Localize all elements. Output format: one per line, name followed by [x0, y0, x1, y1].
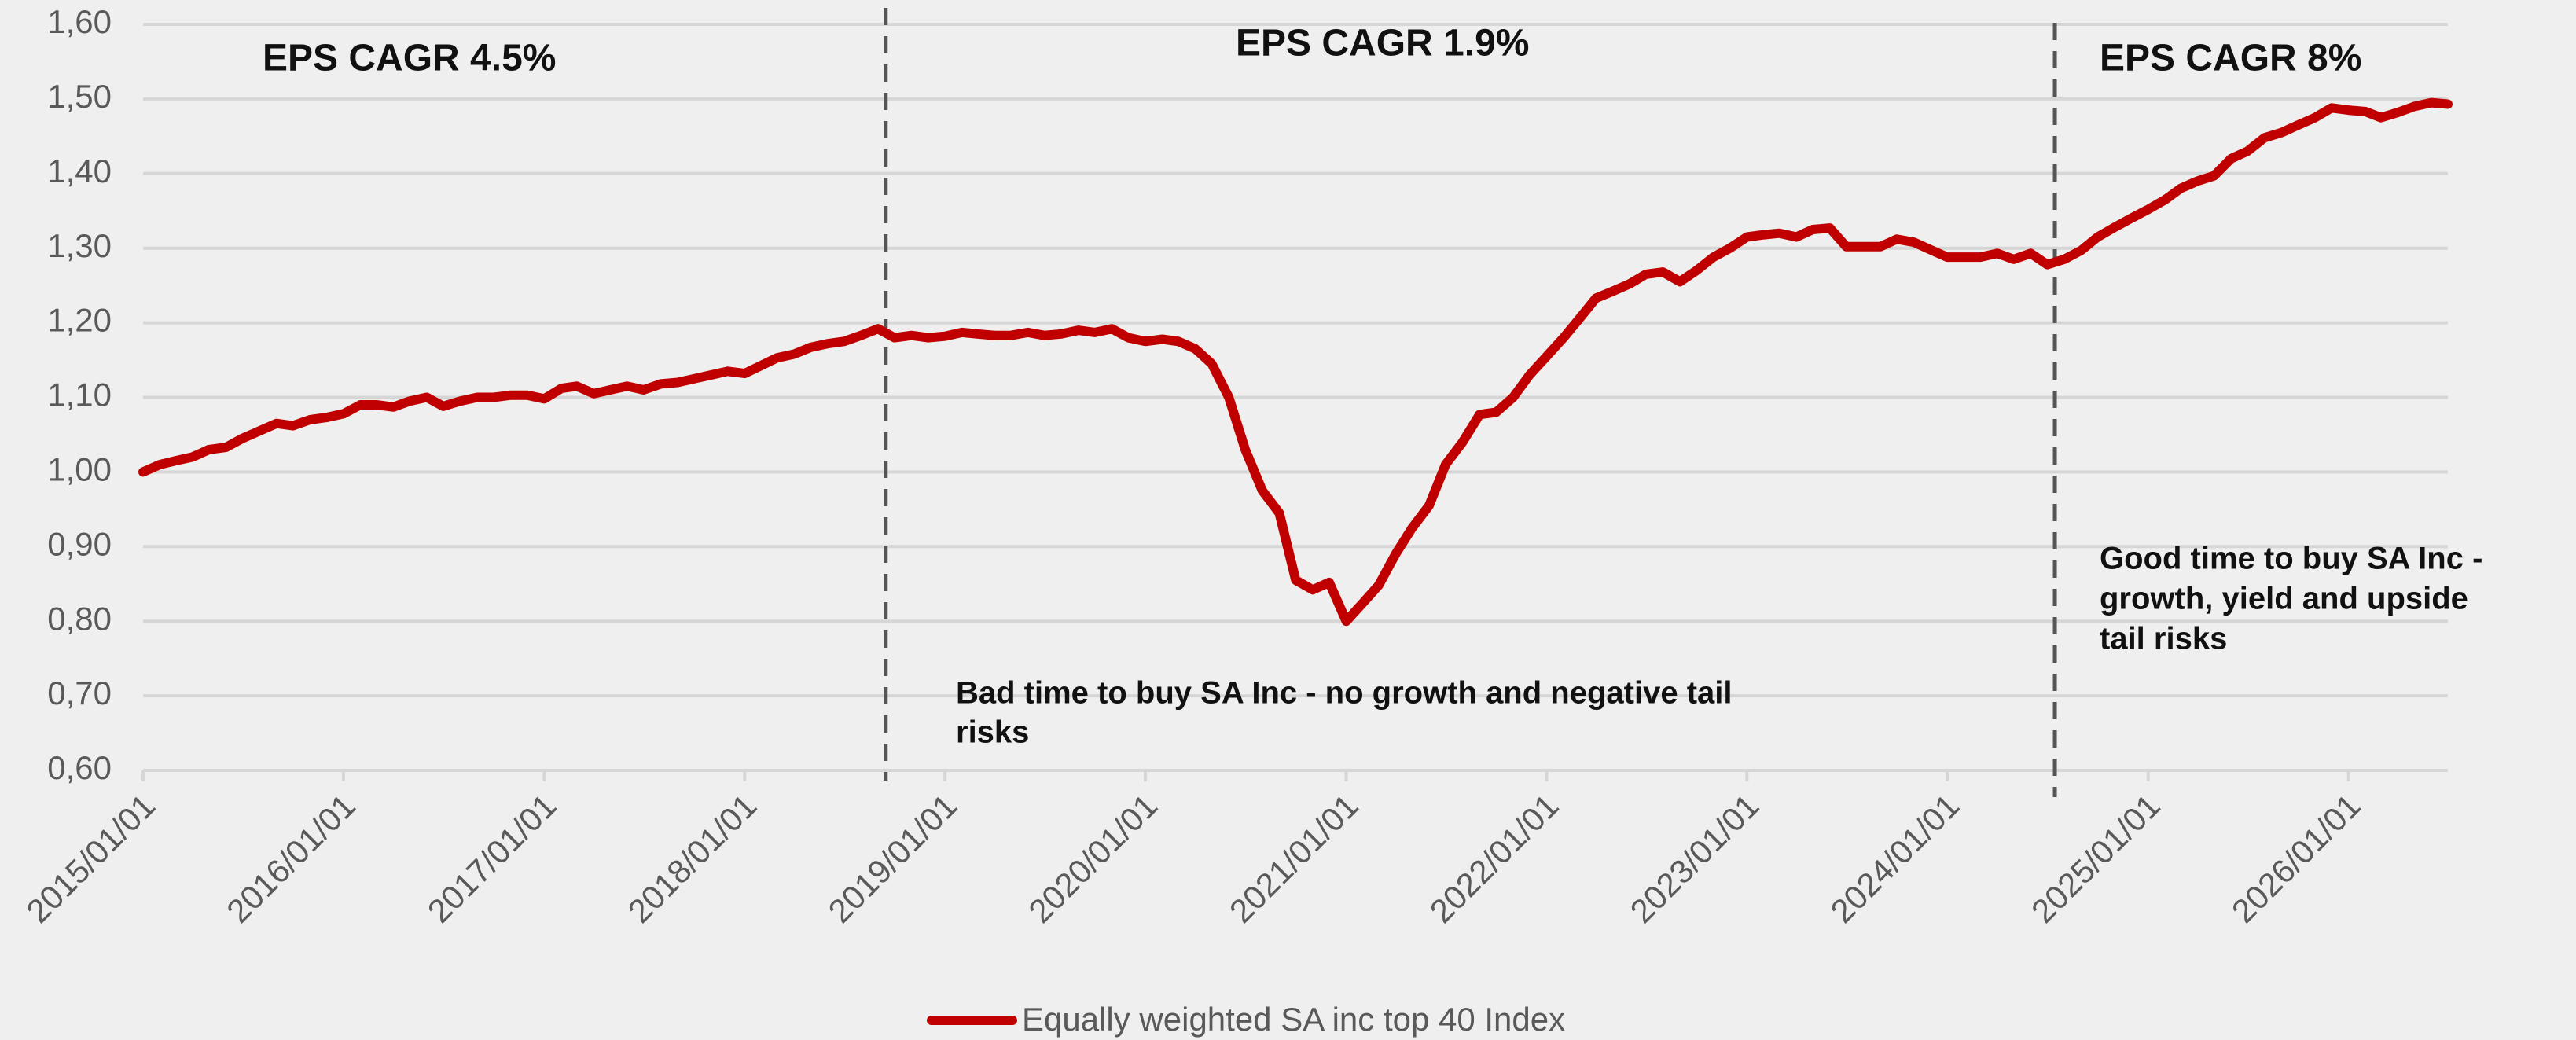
x-tick-label: 2017/01/01 — [421, 787, 564, 930]
y-tick-label: 1,50 — [47, 78, 112, 115]
x-tick-label: 2025/01/01 — [2024, 787, 2167, 930]
x-tick-label: 2016/01/01 — [219, 787, 362, 930]
x-tick-label: 2026/01/01 — [2225, 787, 2368, 930]
y-tick-label: 0,70 — [47, 674, 112, 711]
annotation: Bad time to buy SA Inc - no growth and n… — [956, 676, 1732, 711]
annotation: Good time to buy SA Inc - — [2100, 542, 2482, 576]
x-tick-label: 2015/01/01 — [19, 787, 162, 930]
series-line — [138, 97, 2453, 627]
x-tick-label: 2021/01/01 — [1222, 787, 1365, 930]
annotation: risks — [956, 715, 1029, 750]
y-tick-label: 0,80 — [47, 600, 112, 637]
y-tick-label: 1,00 — [47, 450, 112, 487]
y-tick-label: 1,30 — [47, 227, 112, 264]
x-tick-label: 2022/01/01 — [1423, 787, 1566, 930]
annotation: growth, yield and upside — [2100, 582, 2468, 616]
x-tick-label: 2024/01/01 — [1824, 787, 1967, 930]
x-tick-label: 2018/01/01 — [621, 787, 764, 930]
x-tick-label: 2020/01/01 — [1021, 787, 1164, 930]
x-tick-label: 2023/01/01 — [1623, 787, 1766, 930]
annotation: EPS CAGR 4.5% — [263, 38, 556, 79]
annotation: EPS CAGR 1.9% — [1236, 23, 1529, 64]
x-tick-label: 2019/01/01 — [821, 787, 964, 930]
y-tick-label: 1,60 — [47, 3, 112, 40]
annotation: EPS CAGR 8% — [2100, 38, 2361, 79]
legend-label: Equally weighted SA inc top 40 Index — [1022, 1001, 1565, 1038]
annotation: tail risks — [2100, 622, 2227, 656]
y-tick-label: 0,60 — [47, 749, 112, 786]
y-tick-label: 1,40 — [47, 153, 112, 189]
y-tick-label: 1,20 — [47, 302, 112, 339]
y-tick-label: 1,10 — [47, 377, 112, 413]
y-tick-label: 0,90 — [47, 525, 112, 562]
